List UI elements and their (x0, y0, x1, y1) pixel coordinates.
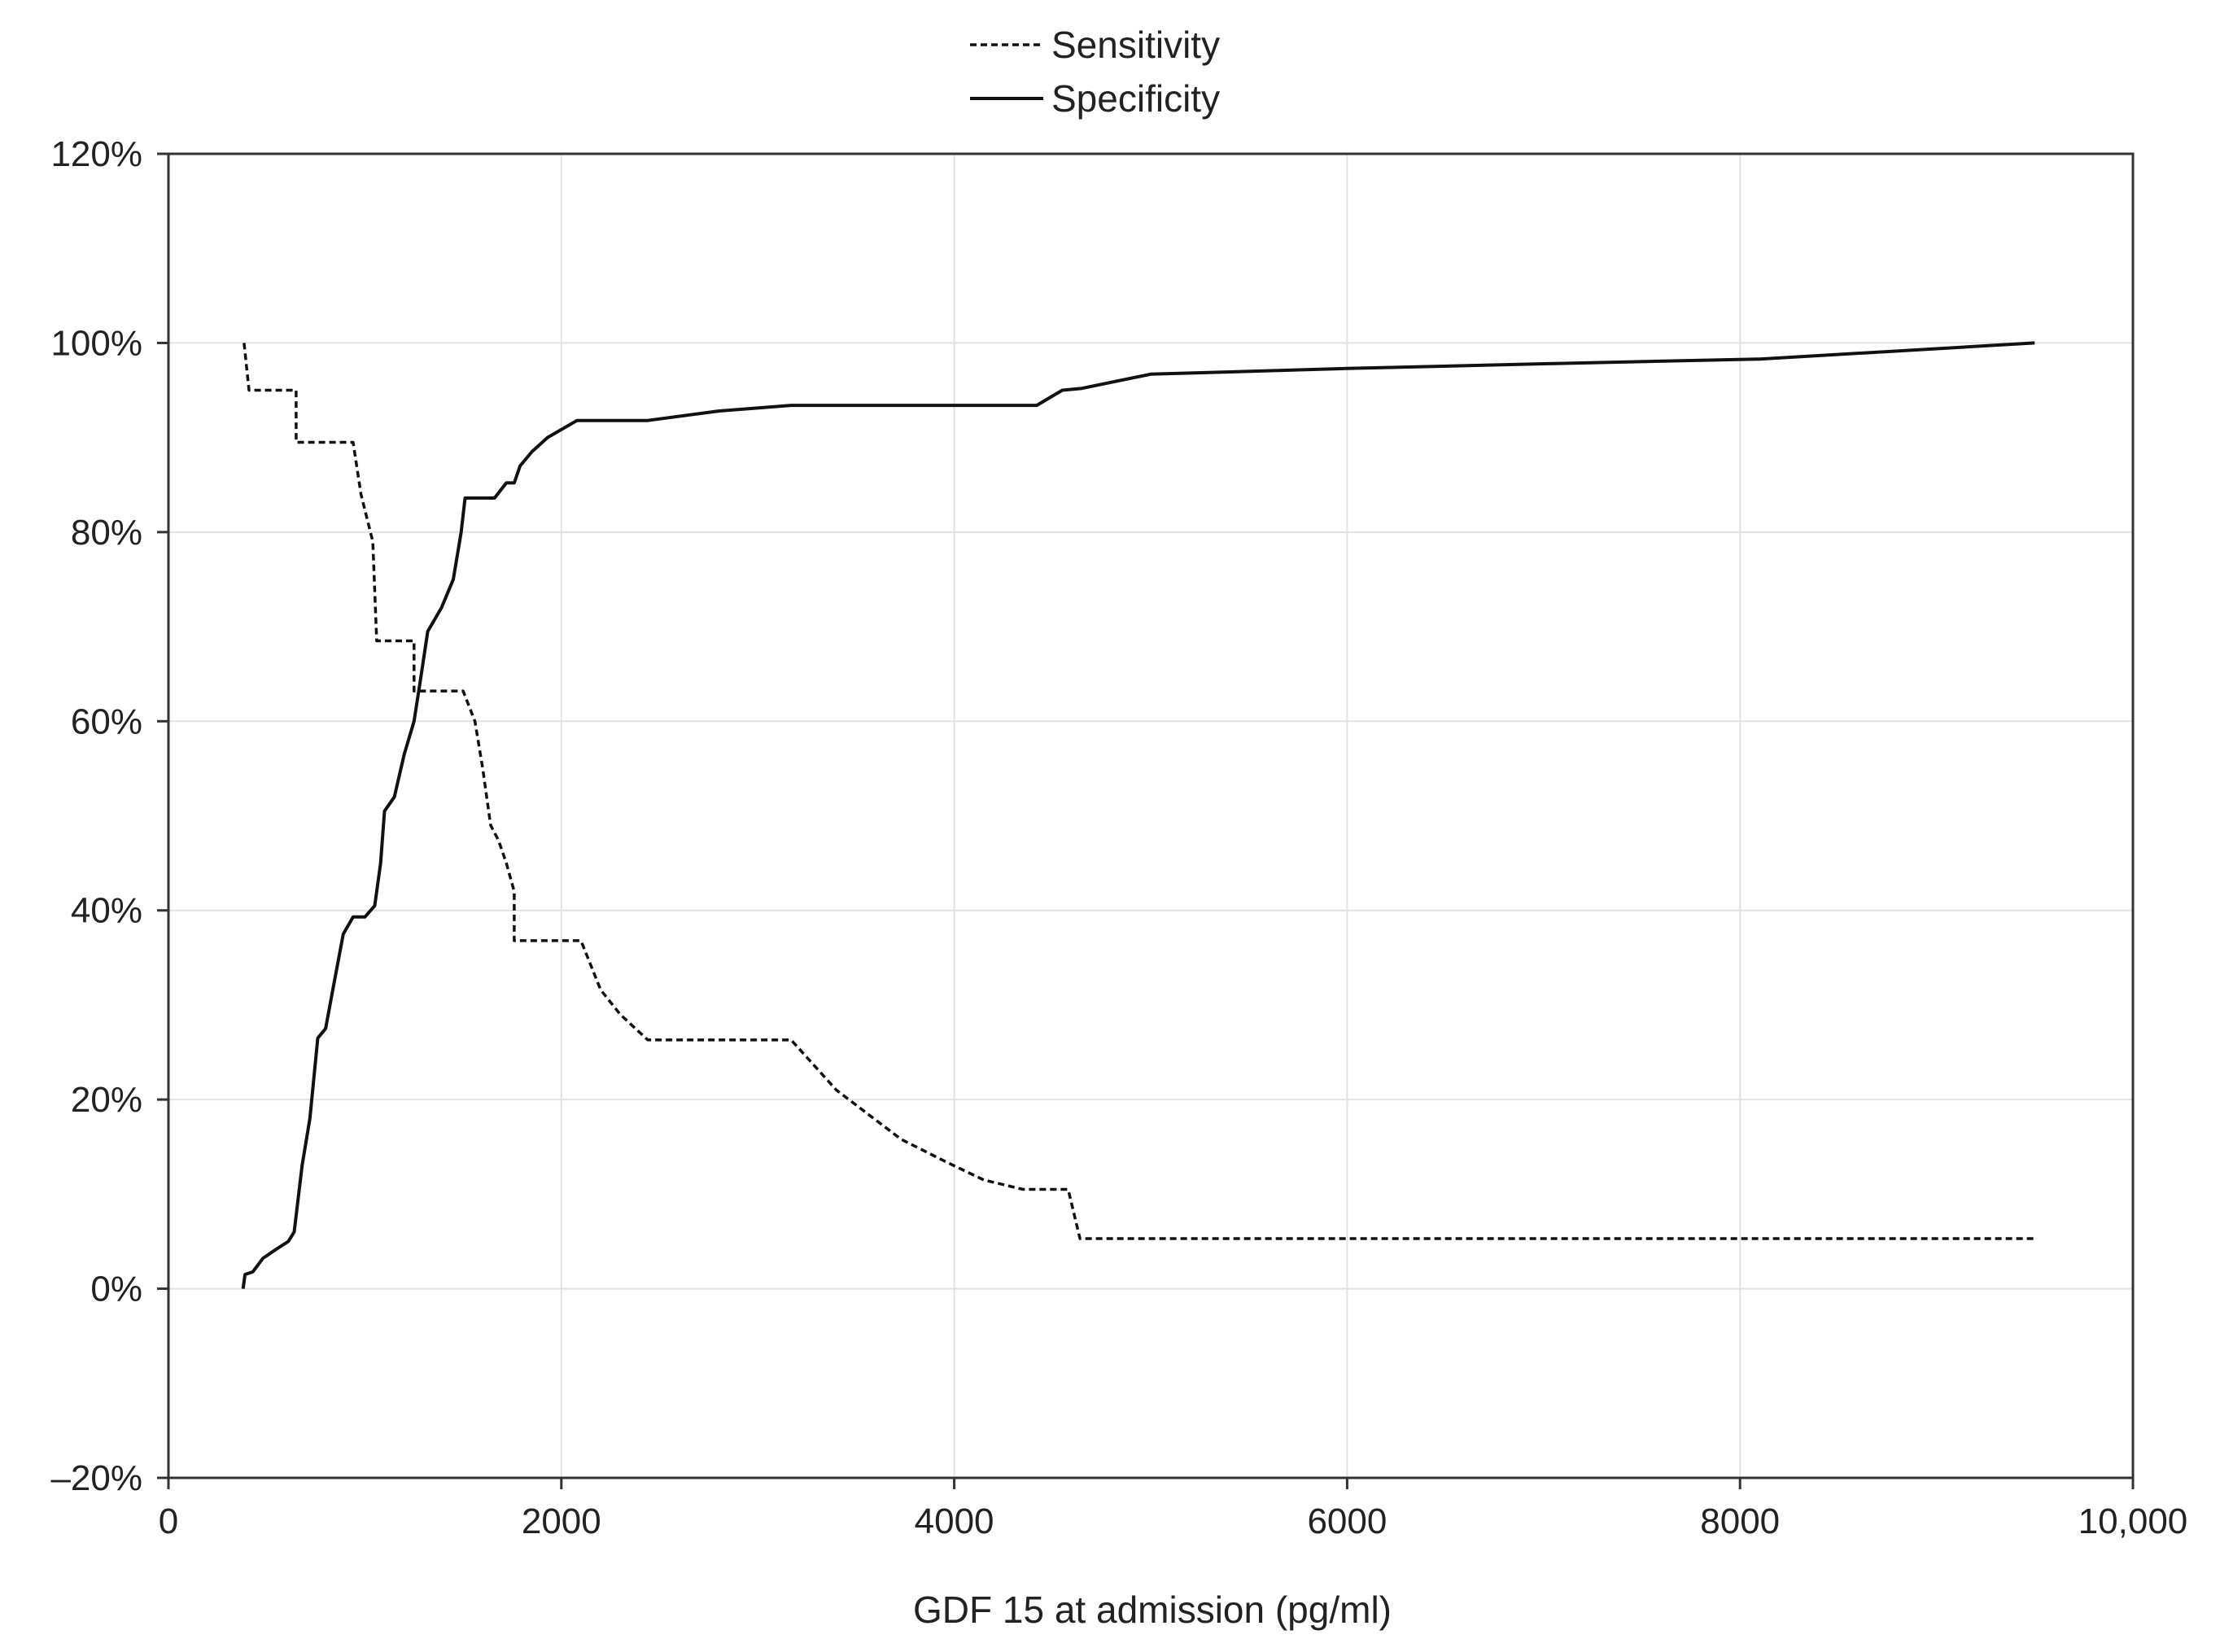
y-axis-ticks: –20% 0% 20% 40% 60% 80% 100% 120% (50, 134, 168, 1498)
x-tick-label: 10,000 (2078, 1501, 2188, 1541)
y-tick-label: 40% (71, 891, 142, 931)
y-tick-label: 60% (71, 701, 142, 741)
sensitivity-series-line (243, 343, 2035, 1240)
y-tick-label: –20% (50, 1458, 142, 1498)
x-tick-label: 2000 (522, 1501, 601, 1541)
x-tick-label: 4000 (915, 1501, 994, 1541)
x-axis-ticks: 0 2000 4000 6000 8000 10,000 (159, 1478, 2188, 1541)
legend: Sensitivity Specificity (970, 24, 1220, 120)
plot-border (167, 152, 2135, 1479)
y-tick-label: 100% (50, 323, 142, 363)
specificity-legend-label: Specificity (1051, 77, 1220, 120)
y-tick-label: 120% (50, 134, 142, 174)
series-layer (241, 341, 2035, 1289)
x-tick-label: 8000 (1700, 1501, 1780, 1541)
sensitivity-legend-label: Sensitivity (1051, 24, 1220, 66)
specificity-series-line (241, 341, 2035, 1289)
y-tick-label: 80% (71, 513, 142, 553)
plot-frame (167, 152, 2135, 1479)
x-axis-title: GDF 15 at admission (pg/ml) (913, 1589, 1392, 1631)
x-tick-label: 6000 (1307, 1501, 1387, 1541)
y-tick-label: 20% (71, 1080, 142, 1120)
grid-lines (168, 154, 2133, 1478)
y-tick-label: 0% (90, 1270, 142, 1309)
x-tick-label: 0 (159, 1501, 178, 1541)
